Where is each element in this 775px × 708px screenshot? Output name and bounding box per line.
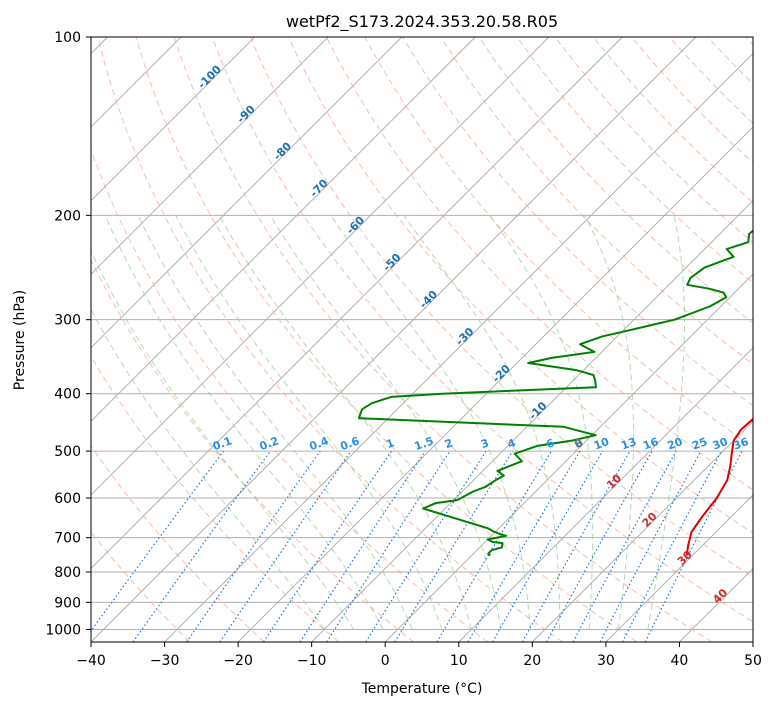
mixing-ratio-label: 0.4 [308, 434, 331, 453]
x-tick-label: 20 [523, 653, 541, 669]
mixing-ratio-label: 3 [479, 436, 491, 451]
y-tick-label: 400 [54, 387, 81, 403]
isotherm-line [91, 37, 623, 570]
mixing-ratio-label: 10 [592, 435, 611, 453]
x-tick-label: 40 [670, 653, 688, 669]
moist-adiabat-line [647, 215, 685, 630]
mixing-ratio-line [262, 450, 392, 642]
mixing-ratio-line [219, 450, 352, 642]
dry-adiabat-line [97, 37, 563, 642]
mixing-ratio-line [299, 450, 426, 642]
dry-adiabat-line [91, 355, 340, 642]
moist-adiabat-line [403, 215, 561, 630]
x-axis-ticks: −40 −30 −20 −10 0 10 20 30 40 50 [76, 642, 762, 669]
mixing-ratio-label: 30 [711, 435, 730, 453]
mixing-ratio-label: 2 [443, 436, 455, 451]
isotherm-line [531, 420, 753, 642]
mixing-ratio-line [572, 450, 677, 642]
mixing-ratio-label: 25 [690, 435, 709, 452]
mixing-ratio-label: 1.5 [413, 434, 436, 453]
x-tick-label: 0 [381, 653, 390, 669]
dry-adiabat-line [287, 37, 753, 534]
mixing-ratio-label: 0.2 [258, 434, 281, 453]
mixing-ratio-label: 36 [731, 435, 750, 453]
mixing-ratio-label: 0.1 [211, 434, 234, 453]
y-tick-label: 600 [54, 491, 81, 507]
y-tick-label: 500 [54, 444, 81, 460]
mixing-ratio-label: 13 [619, 435, 638, 452]
mixing-ratio-line [132, 450, 271, 642]
dry-adiabat-line [91, 258, 414, 642]
moist-adiabat-line [489, 215, 594, 630]
x-tick-label: −40 [76, 653, 106, 669]
isotherm-line [91, 37, 256, 202]
mixing-ratio-label: 0.6 [338, 434, 361, 453]
dry-adiabat-line [249, 37, 753, 578]
mixing-ratio-line [546, 450, 653, 642]
data-series [357, 229, 753, 557]
y-axis-label: Pressure (hPa) [12, 290, 28, 390]
moist-adiabat-line [584, 215, 634, 630]
dewpoint-profile-line [357, 229, 753, 557]
isotherm-line [752, 641, 753, 642]
moist-adiabat-line [218, 215, 472, 630]
y-tick-label: 900 [54, 595, 81, 611]
moist-adiabat-line [91, 308, 325, 630]
dry-adiabat-line [211, 37, 753, 623]
x-tick-label: −20 [223, 653, 253, 669]
y-tick-label: 300 [54, 313, 81, 329]
dry-adiabat-line [326, 37, 753, 491]
isotherm-line [605, 494, 753, 642]
isotherm-line [237, 126, 753, 642]
isotherm-line [91, 37, 550, 496]
x-tick-label: 30 [597, 653, 615, 669]
dry-adiabat-line [135, 37, 638, 642]
mixing-ratio-line [521, 450, 631, 642]
mixing-ratio-label: 6 [544, 436, 556, 451]
moist-adiabat-line [330, 215, 531, 630]
x-axis-label: Temperature (°C) [361, 681, 483, 697]
temperature-profile-line [685, 417, 753, 556]
mixing-ratio-line [394, 450, 514, 642]
y-axis-ticks: 100 200 300 400 500 600 700 800 900 1000 [45, 30, 91, 638]
background-lines [91, 37, 753, 642]
y-tick-label: 800 [54, 565, 81, 581]
mixing-ratio-label: 20 [666, 435, 685, 453]
x-tick-label: −30 [150, 653, 180, 669]
isotherm-line [164, 52, 753, 642]
mixing-ratio-label: 16 [641, 435, 660, 453]
moist-adiabat-line [104, 215, 384, 630]
mixing-ratio-label: 4 [506, 436, 518, 451]
dry-adiabat-line [173, 37, 713, 642]
y-tick-label: 100 [54, 30, 81, 46]
isotherm-line [91, 37, 697, 642]
moist-adiabat-line [91, 249, 355, 630]
mixing-ratio-label: 8 [573, 436, 585, 451]
x-tick-label: 50 [744, 653, 762, 669]
moist-adiabat-line [137, 215, 413, 630]
mixing-ratio-line [186, 450, 321, 642]
chart-title: wetPf2_S173.2024.353.20.58.R05 [286, 12, 558, 32]
y-tick-label: 200 [54, 208, 81, 224]
isotherm-line [91, 37, 403, 349]
isotherm-line [91, 37, 329, 275]
plot-frame [90, 36, 754, 643]
x-tick-label: −10 [297, 653, 327, 669]
mixing-ratio-line [91, 450, 224, 632]
isotherm-line [91, 37, 476, 423]
x-tick-label: 10 [450, 653, 468, 669]
isotherm-line [458, 347, 753, 642]
mixing-ratio-label: 1 [384, 436, 396, 451]
y-tick-label: 1000 [45, 622, 81, 638]
isotherm-line [384, 273, 753, 642]
dry-adiabat-line [91, 445, 265, 642]
y-tick-label: 700 [54, 531, 81, 547]
mixing-ratio-line [326, 450, 451, 642]
